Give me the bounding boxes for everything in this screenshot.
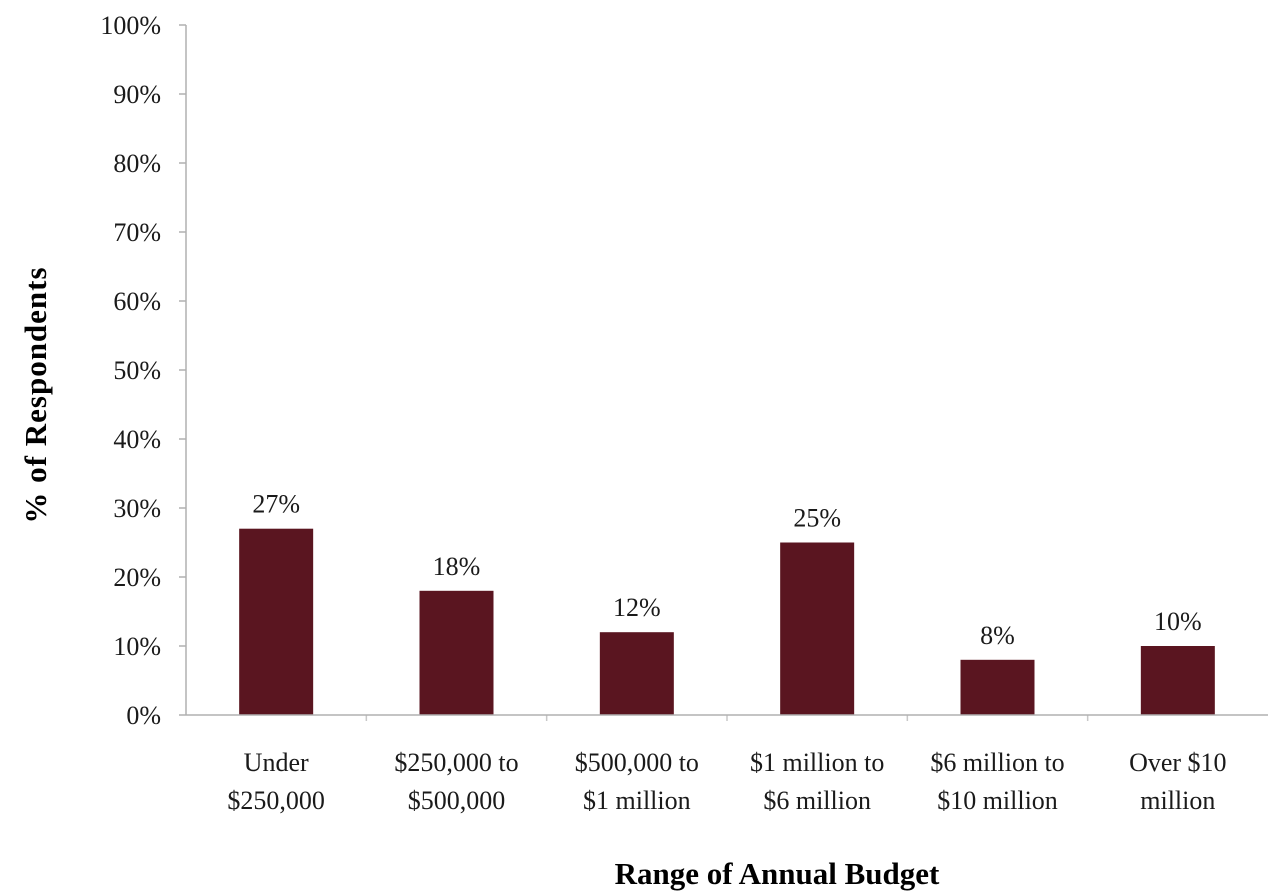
y-tick-label: 0% <box>126 701 161 730</box>
bar <box>780 542 855 715</box>
bar <box>960 659 1035 715</box>
bar <box>419 590 494 715</box>
y-tick-label: 60% <box>113 287 161 316</box>
y-axis-ticks: 0% 10% 20% 30% 40% 50% 60% 70% 80% 90% 100% <box>100 11 186 730</box>
y-tick-label: 50% <box>113 356 161 385</box>
bars <box>239 528 1215 715</box>
bar-value-label: 8% <box>980 621 1015 650</box>
y-tick-label: 30% <box>113 494 161 523</box>
y-tick-label: 70% <box>113 218 161 247</box>
y-tick-label: 20% <box>113 563 161 592</box>
bar-value-label: 27% <box>252 490 300 519</box>
y-tick-label: 10% <box>113 632 161 661</box>
y-tick-label: 80% <box>113 149 161 178</box>
y-tick-label: 100% <box>100 11 161 40</box>
x-tick-label: $500,000 to $1 million <box>575 748 699 815</box>
x-tick-label: $250,000 to $500,000 <box>394 748 518 815</box>
y-tick-label: 90% <box>113 80 161 109</box>
y-axis-title: % of Respondents <box>18 266 53 523</box>
x-axis-title: Range of Annual Budget <box>615 856 940 891</box>
x-axis-ticks: Under $250,000 $250,000 to $500,000 $500,000… <box>227 715 1227 815</box>
bar-value-label: 10% <box>1154 607 1202 636</box>
x-tick-label: $6 million to $10 million <box>930 748 1064 815</box>
bar <box>1140 646 1215 715</box>
bar-value-label: 18% <box>433 552 481 581</box>
bar <box>599 632 674 715</box>
x-tick-label: Under $250,000 <box>227 748 325 815</box>
bar-value-label: 25% <box>793 504 841 533</box>
bar <box>239 528 314 715</box>
bar-value-label: 12% <box>613 593 661 622</box>
x-tick-label: Over $10 million <box>1129 748 1226 815</box>
x-tick-label: $1 million to $6 million <box>750 748 884 815</box>
value-labels: 27% 18% 12% 25% 8% 10% <box>252 490 1201 650</box>
y-tick-label: 40% <box>113 425 161 454</box>
